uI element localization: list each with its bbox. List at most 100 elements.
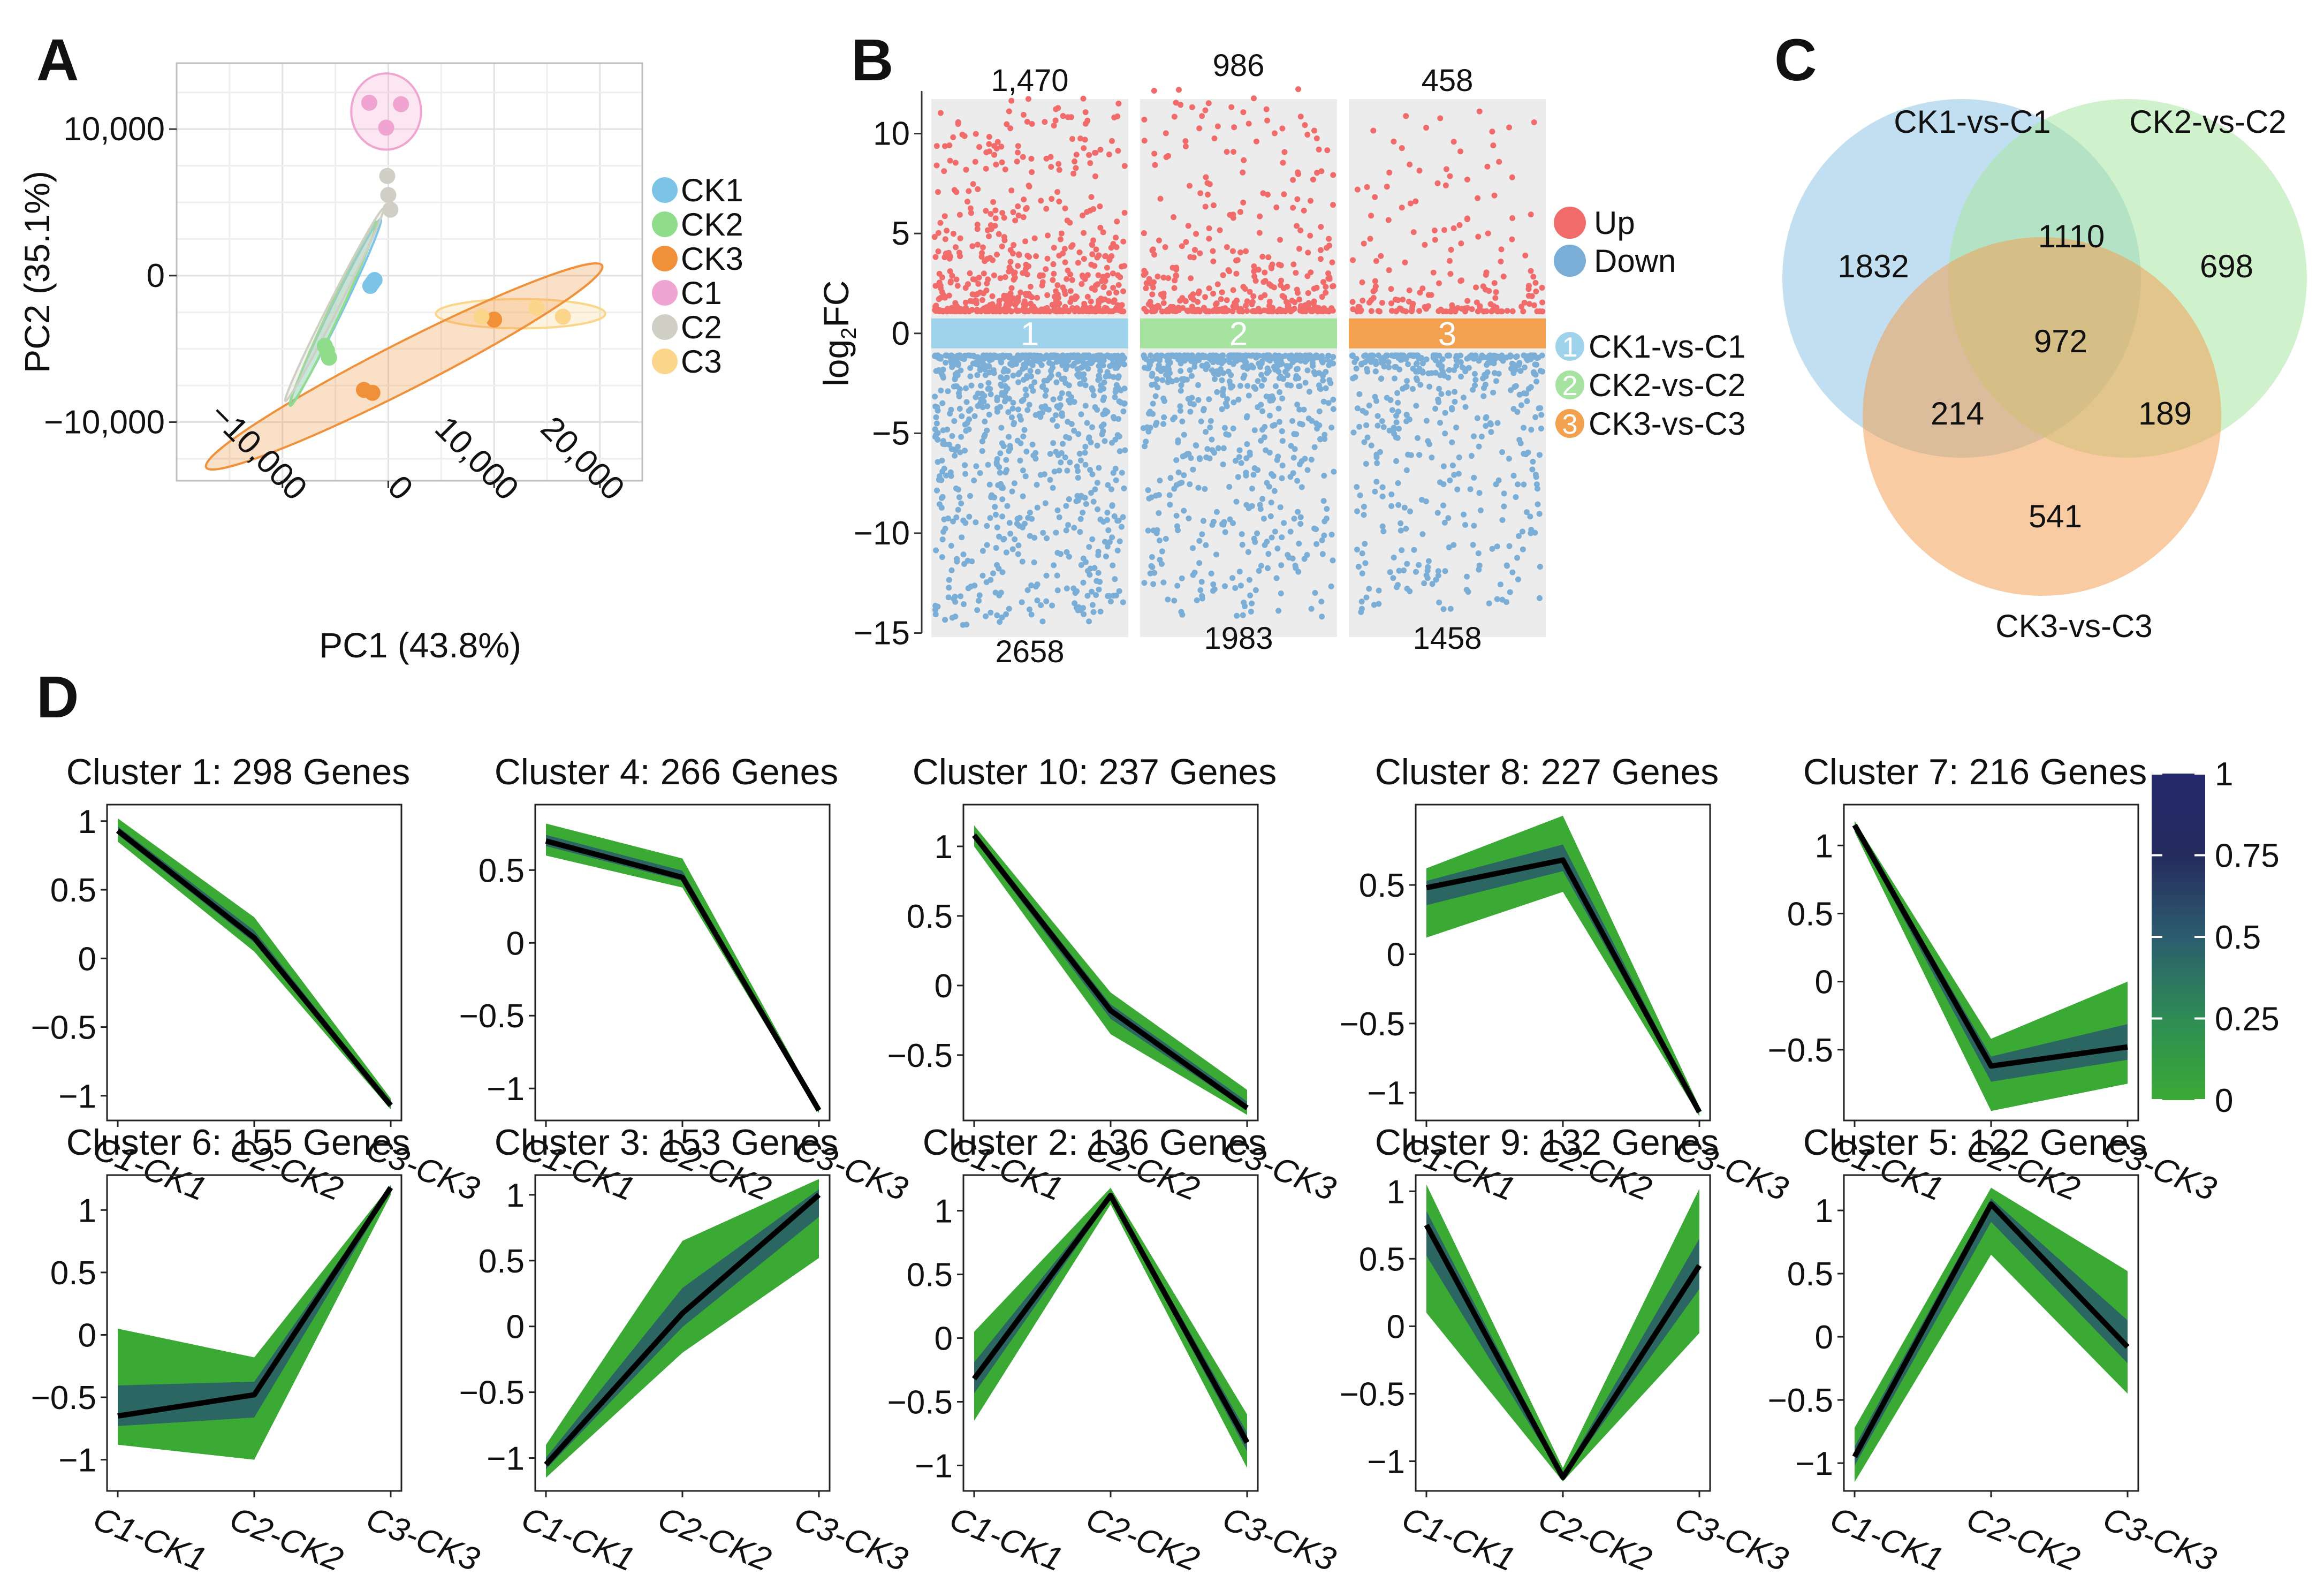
- volcano-up-point: [1141, 116, 1148, 123]
- volcano-down-point: [992, 504, 998, 510]
- volcano-down-point: [1410, 366, 1416, 372]
- volcano-up-point: [947, 268, 953, 275]
- volcano-up-point: [990, 199, 997, 205]
- volcano-down-point: [996, 533, 1002, 540]
- cluster-band-core: [1426, 1210, 1699, 1479]
- volcano-up-point: [1410, 229, 1417, 236]
- volcano-up-point: [941, 168, 947, 175]
- volcano-down-point: [1521, 451, 1527, 457]
- volcano-y-axis-label: log2FC: [816, 281, 861, 387]
- cluster-title: Cluster 10: 237 Genes: [913, 752, 1277, 792]
- volcano-down-point: [932, 611, 939, 618]
- volcano-down-point: [1437, 420, 1444, 426]
- volcano-down-point: [1533, 474, 1539, 480]
- volcano-down-point: [1366, 586, 1372, 592]
- volcano-down-point: [1113, 477, 1119, 483]
- volcano-up-point: [1290, 261, 1297, 268]
- volcano-down-point: [1102, 411, 1108, 417]
- volcano-up-point: [1307, 232, 1313, 239]
- volcano-up-point: [1210, 248, 1216, 254]
- volcano-down-point: [1237, 383, 1243, 389]
- volcano-down-point: [1401, 504, 1408, 511]
- volcano-down-point: [1075, 475, 1081, 481]
- volcano-down-point: [1275, 453, 1281, 460]
- volcano-up-point: [1051, 123, 1057, 129]
- volcano-down-point: [1215, 359, 1221, 365]
- volcano-down-point: [1022, 387, 1029, 393]
- volcano-up-point: [1011, 242, 1017, 248]
- volcano-up-point: [1475, 233, 1482, 240]
- volcano-down-point: [1411, 547, 1417, 553]
- volcano-up-point: [1417, 290, 1423, 296]
- volcano-down-point: [1051, 352, 1058, 359]
- volcano-down-point: [1355, 564, 1362, 570]
- volcano-up-point: [1281, 191, 1287, 198]
- volcano-down-point: [993, 461, 1000, 467]
- volcano-down-point: [1379, 523, 1386, 529]
- volcano-down-point: [1152, 422, 1159, 428]
- volcano-down-point: [984, 403, 991, 410]
- volcano-down-point: [994, 612, 1000, 618]
- volcano-down-point: [1117, 448, 1123, 455]
- cluster-ytick-label: −1: [487, 1441, 525, 1478]
- cluster-xtick-label: C2-CK2: [225, 1500, 348, 1579]
- volcano-up-point: [1162, 244, 1168, 251]
- volcano-down-point: [1063, 503, 1069, 509]
- volcano-down-point: [978, 383, 984, 389]
- volcano-up-point: [1237, 249, 1244, 255]
- volcano-down-point: [1407, 508, 1414, 514]
- volcano-down-point: [1350, 353, 1356, 359]
- panel-label-c: C: [1774, 27, 1817, 93]
- volcano-down-point: [1446, 544, 1452, 550]
- volcano-down-point: [1459, 364, 1465, 370]
- volcano-up-point: [1115, 272, 1121, 278]
- volcano-up-point: [1120, 288, 1127, 294]
- volcano-down-point: [1287, 528, 1294, 535]
- volcano-up-point: [983, 208, 989, 214]
- volcano-up-point: [1436, 280, 1442, 286]
- volcano-down-point: [1211, 586, 1218, 593]
- volcano-up-point: [1448, 246, 1454, 253]
- volcano-down-point: [1054, 587, 1061, 594]
- volcano-up-point: [1406, 287, 1412, 293]
- volcano-down-point: [998, 425, 1005, 431]
- volcano-up-point: [1015, 203, 1021, 209]
- volcano-up-point: [1141, 306, 1148, 312]
- volcano-down-point: [1262, 353, 1269, 360]
- volcano-down-point: [1413, 403, 1419, 409]
- volcano-up-point: [935, 230, 941, 236]
- volcano-down-point: [1111, 415, 1118, 422]
- volcano-down-point: [1082, 443, 1089, 450]
- volcano-down-point: [1093, 592, 1099, 599]
- volcano-up-point: [974, 291, 981, 298]
- volcano-down-point: [1423, 572, 1430, 579]
- volcano-down-point: [1409, 386, 1416, 392]
- volcano-down-point: [1398, 520, 1404, 526]
- volcano-up-point: [996, 298, 1002, 304]
- volcano-up-point: [1262, 269, 1268, 276]
- volcano-down-point: [1499, 596, 1506, 603]
- volcano-down-point: [1393, 364, 1399, 370]
- volcano-up-point: [1416, 308, 1423, 314]
- volcano-up-point: [1016, 308, 1022, 314]
- volcano-down-point: [1003, 457, 1009, 463]
- volcano-down-point: [947, 411, 953, 417]
- volcano-down-point: [1043, 598, 1050, 604]
- volcano-up-point: [1364, 184, 1370, 190]
- volcano-down-point: [1121, 485, 1127, 491]
- volcano-down-point: [1095, 552, 1102, 558]
- volcano-down-point: [1034, 482, 1040, 488]
- volcano-down-point: [1075, 431, 1082, 437]
- volcano-down-point: [1196, 537, 1203, 544]
- volcano-down-point: [1180, 453, 1186, 459]
- cluster-band: [974, 825, 1247, 1115]
- volcano-down-point: [942, 617, 948, 623]
- volcano-down-point: [1515, 481, 1521, 488]
- volcano-up-point: [1402, 259, 1408, 266]
- volcano-down-point: [1199, 531, 1205, 537]
- volcano-down-point: [1006, 520, 1013, 526]
- volcano-up-point: [1204, 192, 1211, 198]
- volcano-down-point: [1361, 439, 1368, 445]
- cluster-title: Cluster 7: 216 Genes: [1803, 752, 2147, 792]
